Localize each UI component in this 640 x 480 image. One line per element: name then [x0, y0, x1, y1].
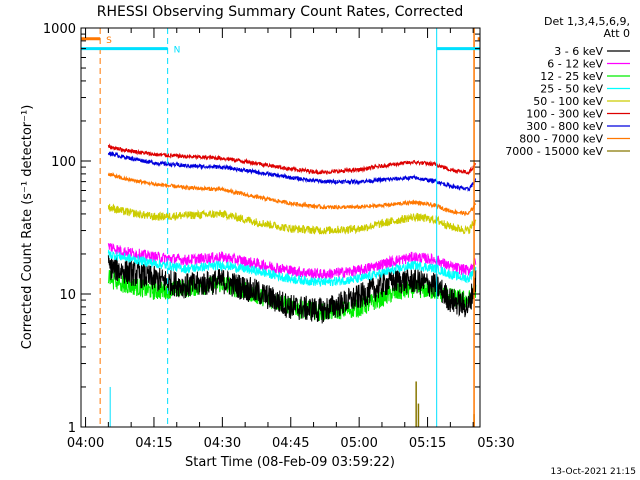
annotation-layer: [81, 28, 480, 427]
x-axis-label: Start Time (08-Feb-09 03:59:22): [185, 455, 395, 470]
generated-timestamp: 13-Oct-2021 21:15: [551, 467, 636, 477]
series-line-300-800kev: [107, 151, 477, 192]
series-line-50-100kev: [107, 203, 477, 235]
legend-label-3: 25 - 50 keV: [540, 83, 603, 96]
legend-label-7: 800 - 7000 keV: [519, 133, 603, 146]
y-tick-label-3: 1000: [43, 22, 76, 37]
series-line-25-50kev: [107, 249, 477, 287]
x-tick-label-3: 04:45: [272, 436, 309, 451]
flag-label-n: N: [174, 46, 181, 56]
legend-label-6: 300 - 800 keV: [526, 120, 603, 133]
series-line-6-12kev: [107, 243, 477, 280]
legend-label-8: 7000 - 15000 keV: [505, 145, 603, 158]
y-tick-label-2: 100: [51, 155, 76, 170]
y-tick-label-0: 1: [68, 421, 76, 436]
x-tick-label-1: 04:15: [135, 436, 172, 451]
y-axis-label: Corrected Count Rate (s⁻¹ detector⁻¹): [20, 105, 35, 350]
legend-header-line-1: Det 1,3,4,5,6,9,: [544, 15, 630, 28]
x-tick-label-5: 05:15: [409, 436, 446, 451]
flag-label-s: S: [106, 36, 112, 46]
x-tick-label-2: 04:30: [204, 436, 241, 451]
y-tick-label-1: 10: [59, 288, 76, 303]
plot-frame: [80, 27, 481, 428]
series-line-800-7000kev: [107, 171, 477, 217]
y-axis: 1 10 100 1000: [43, 22, 480, 436]
legend-label-4: 50 - 100 keV: [533, 95, 603, 108]
legend-label-0: 3 - 6 keV: [554, 45, 603, 58]
series-line-3-6kev: [107, 255, 477, 324]
legend-header-line-2: Att 0: [604, 27, 630, 40]
x-axis: 04:00 04:15 04:30 04:45 05:00 05:15 05:30: [67, 28, 515, 451]
chart-title: RHESSI Observing Summary Count Rates, Co…: [97, 4, 463, 20]
x-tick-label-4: 05:00: [340, 436, 377, 451]
series-line-100-300kev: [107, 143, 477, 176]
legend-label-2: 12 - 25 keV: [540, 70, 603, 83]
series-layer: [107, 143, 477, 427]
legend-label-5: 100 - 300 keV: [526, 108, 603, 121]
x-tick-label-0: 04:00: [67, 436, 104, 451]
legend-label-1: 6 - 12 keV: [547, 58, 603, 71]
x-tick-label-6: 05:30: [477, 436, 514, 451]
